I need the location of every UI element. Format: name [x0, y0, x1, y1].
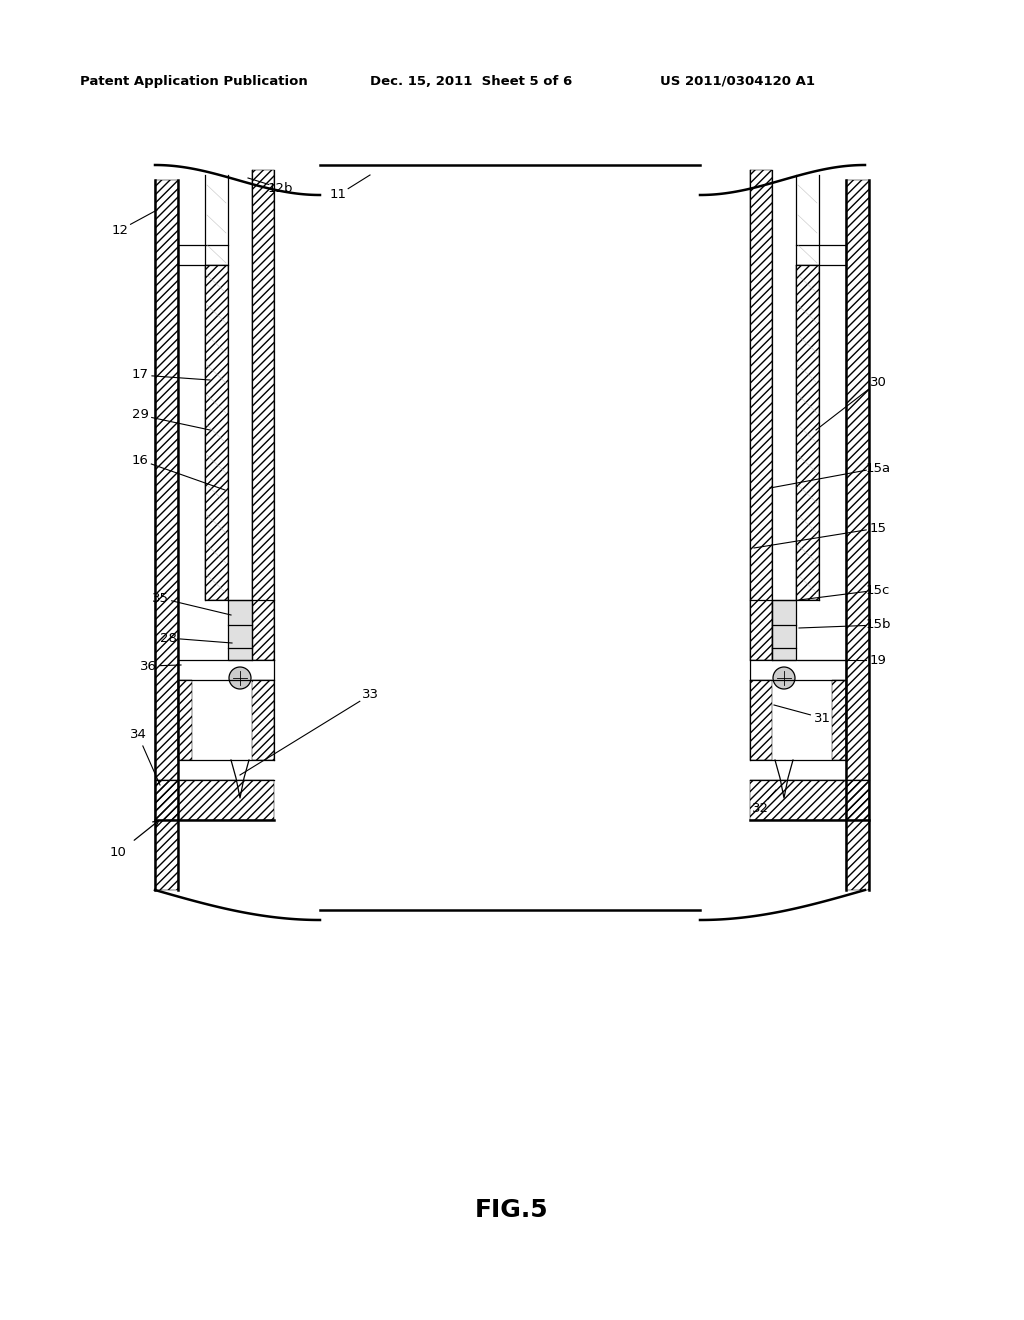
- Bar: [750, 680, 772, 760]
- Text: 31: 31: [813, 711, 830, 725]
- Text: 12: 12: [112, 223, 128, 236]
- Bar: [750, 780, 869, 820]
- Bar: [831, 680, 846, 760]
- Bar: [228, 601, 252, 660]
- Text: 34: 34: [130, 729, 146, 742]
- Bar: [750, 170, 772, 660]
- Text: Dec. 15, 2011  Sheet 5 of 6: Dec. 15, 2011 Sheet 5 of 6: [370, 75, 572, 88]
- Text: 32: 32: [752, 801, 768, 814]
- Text: 19: 19: [869, 653, 887, 667]
- Text: 29: 29: [131, 408, 148, 421]
- Text: US 2011/0304120 A1: US 2011/0304120 A1: [660, 75, 815, 88]
- Text: 11: 11: [330, 189, 346, 202]
- Text: 10: 10: [110, 846, 126, 858]
- Text: 15c: 15c: [866, 583, 890, 597]
- Bar: [155, 180, 178, 890]
- Text: 28: 28: [160, 631, 176, 644]
- Circle shape: [773, 667, 795, 689]
- Text: 12b: 12b: [267, 181, 293, 194]
- Text: 16: 16: [131, 454, 148, 466]
- Text: 15: 15: [869, 521, 887, 535]
- Bar: [252, 170, 274, 660]
- Text: FIG.5: FIG.5: [475, 1199, 549, 1222]
- Bar: [252, 680, 274, 760]
- Text: 36: 36: [139, 660, 157, 672]
- Bar: [205, 265, 228, 601]
- Text: 17: 17: [131, 368, 148, 381]
- Bar: [772, 601, 796, 660]
- Text: 33: 33: [361, 689, 379, 701]
- Text: 15b: 15b: [865, 619, 891, 631]
- Bar: [178, 680, 193, 760]
- Bar: [155, 780, 274, 820]
- Bar: [846, 180, 869, 890]
- Text: 30: 30: [869, 375, 887, 388]
- Bar: [796, 265, 819, 601]
- Text: 15a: 15a: [865, 462, 891, 474]
- Circle shape: [229, 667, 251, 689]
- Text: 35: 35: [152, 591, 169, 605]
- Text: Patent Application Publication: Patent Application Publication: [80, 75, 308, 88]
